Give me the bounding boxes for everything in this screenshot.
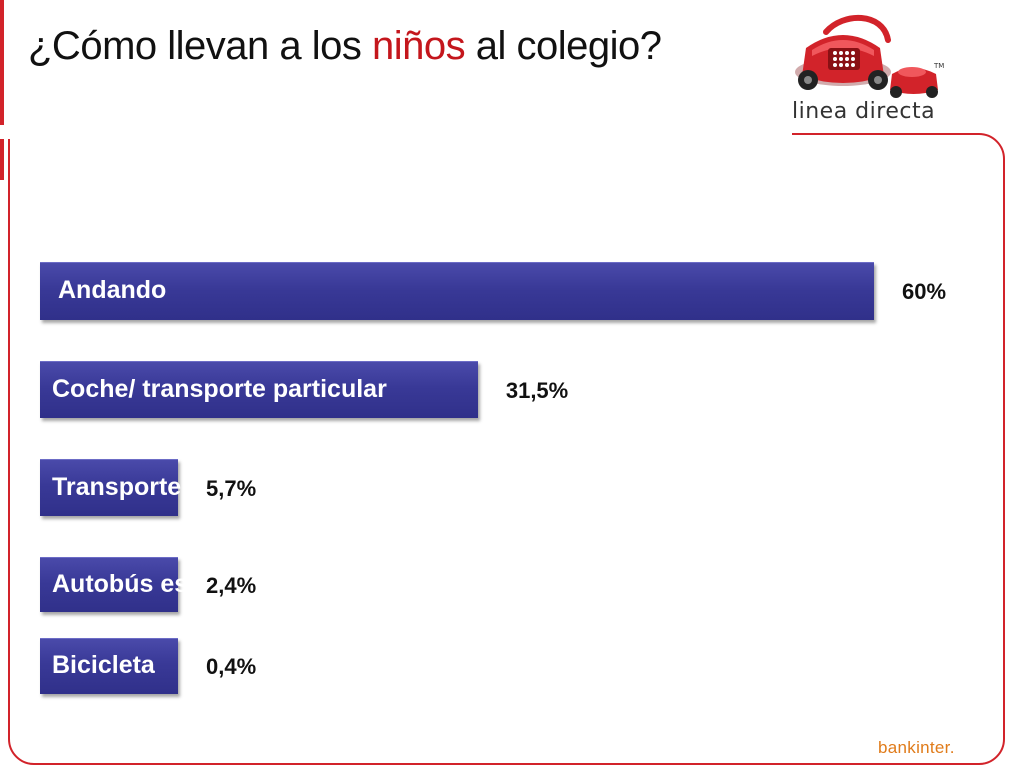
bar-5 (40, 638, 178, 694)
footer-brand-logo: bankinter. (878, 738, 955, 757)
bar-value-label-1: 60% (902, 279, 947, 304)
bar-label-3: Transporte público (52, 472, 278, 501)
bar-value-label-2: 31,5% (505, 377, 569, 403)
frame-mask (0, 125, 792, 139)
bar-3 (40, 459, 178, 516)
bar-label-2: Coche/ transporte particular (52, 374, 387, 403)
bar-2 (40, 361, 478, 418)
page-title: ¿Cómo llevan a los niños al colegio? (28, 24, 662, 69)
bar-4 (40, 557, 178, 612)
logo-text: linea directa (792, 99, 936, 124)
red-telephone-on-wheels-icon: TM (795, 15, 944, 98)
title-highlight: niños (371, 24, 466, 68)
svg-text:TM: TM (933, 62, 944, 70)
bar-label-5: Bicicleta (52, 651, 155, 679)
bar-label-4: Autobús escolar (52, 569, 248, 598)
bar-value-label-4: 2,4% (206, 572, 257, 598)
left-accent-bar (0, 0, 4, 180)
title-part-1: ¿Cómo llevan a los (28, 24, 372, 68)
bar-label-1: Andando (58, 276, 167, 304)
bar-value-label-3: 5,7% (206, 475, 257, 501)
bar-value-label-5: 0,4% (206, 654, 257, 679)
bar-1 (40, 262, 874, 320)
title-part-2: al colegio? (465, 24, 662, 68)
